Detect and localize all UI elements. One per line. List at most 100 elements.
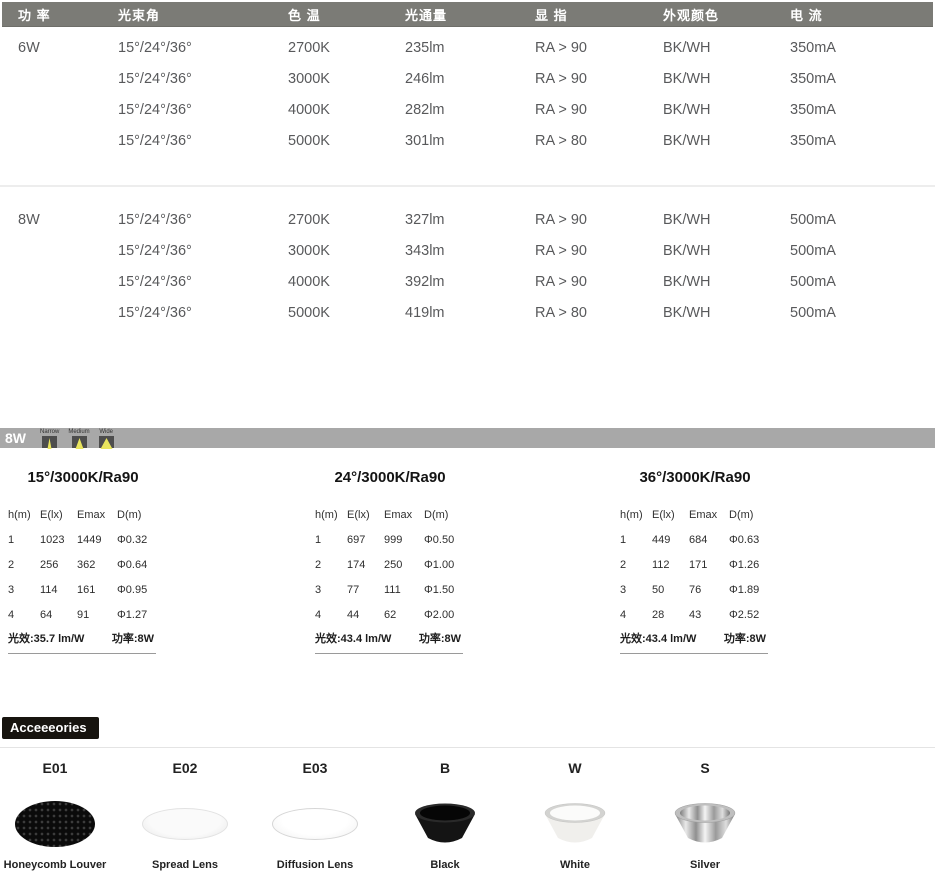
beam-angle-cell: 15°/24°/36° — [118, 70, 192, 87]
finish-cell: BK/WH — [663, 70, 711, 87]
accessory-caption: White — [560, 859, 590, 871]
medium-beam-icon: Medium — [68, 429, 90, 449]
accessory-caption: Silver — [690, 859, 720, 871]
accessory-item-e03: E03 Diffusion Lens — [250, 757, 380, 871]
flux-cell: 246lm — [405, 70, 445, 87]
accessories-divider — [0, 747, 935, 748]
efficacy-value: 光效:43.4 lm/W — [315, 633, 392, 645]
beam-icons: Narrow Medium Wide — [40, 429, 114, 449]
spec-group-8w: 8W 15°/24°/36° 2700K 327lm RA > 90 BK/WH… — [2, 204, 933, 328]
white-reflector-image — [544, 803, 606, 843]
flux-cell: 235lm — [405, 39, 445, 56]
photometry-table-24deg: 24°/3000K/Ra90 h(m) E(lx) Emax D(m) 1 69… — [315, 468, 465, 654]
cri-cell: RA > 90 — [535, 70, 587, 87]
spec-row: 15°/24°/36° 4000K 282lm RA > 90 BK/WH 35… — [2, 94, 933, 125]
power-value: 功率:8W — [723, 633, 766, 645]
cct-cell: 5000K — [288, 304, 330, 321]
finish-cell: BK/WH — [663, 101, 711, 118]
finish-cell: BK/WH — [663, 211, 711, 228]
header-flux: 光通量 — [405, 7, 448, 23]
flux-cell: 419lm — [405, 304, 445, 321]
power-value: 功率:8W — [111, 633, 154, 645]
header-beam-angle: 光束角 — [118, 7, 161, 23]
cct-cell: 4000K — [288, 101, 330, 118]
power-cell: 8W — [18, 211, 40, 228]
cct-cell: 3000K — [288, 70, 330, 87]
beam-angle-cell: 15°/24°/36° — [118, 39, 192, 56]
current-cell: 350mA — [790, 39, 836, 56]
finish-cell: BK/WH — [663, 304, 711, 321]
photometry-table-head: h(m) E(lx) Emax D(m) — [620, 508, 754, 521]
photometry-row: 4 44 62 Φ2.00 — [315, 608, 455, 621]
beam-angle-cell: 15°/24°/36° — [118, 304, 192, 321]
section-divider — [0, 185, 935, 187]
accessory-caption: Spread Lens — [151, 859, 219, 871]
accessory-code: E01 — [42, 760, 68, 776]
accessories-row: E01 Honeycomb Louver E02 Spread Lens E03… — [0, 757, 770, 871]
current-cell: 350mA — [790, 101, 836, 118]
photometry-row: 1 1023 1449 Φ0.32 — [8, 533, 148, 546]
accessory-code: W — [568, 760, 582, 776]
photometry-power-label: 8W — [5, 430, 26, 446]
cri-cell: RA > 90 — [535, 39, 587, 56]
beam-angle-cell: 15°/24°/36° — [118, 273, 192, 290]
header-cct: 色 温 — [288, 7, 321, 23]
spec-row: 6W 15°/24°/36° 2700K 235lm RA > 90 BK/WH… — [2, 32, 933, 63]
accessory-item-b: B Black — [380, 757, 510, 871]
cct-cell: 3000K — [288, 242, 330, 259]
flux-cell: 392lm — [405, 273, 445, 290]
flux-cell: 327lm — [405, 211, 445, 228]
header-current: 电 流 — [790, 7, 823, 23]
cri-cell: RA > 90 — [535, 101, 587, 118]
photometry-table-title: 36°/3000K/Ra90 — [639, 469, 751, 486]
spec-row: 15°/24°/36° 3000K 246lm RA > 90 BK/WH 35… — [2, 63, 933, 94]
spec-row: 15°/24°/36° 3000K 343lm RA > 90 BK/WH 50… — [2, 235, 933, 266]
cct-cell: 2700K — [288, 211, 330, 228]
accessory-item-w: W White — [510, 757, 640, 871]
photometry-table-head: h(m) E(lx) Emax D(m) — [8, 508, 142, 521]
photometry-table-head: h(m) E(lx) Emax D(m) — [315, 508, 449, 521]
cct-cell: 2700K — [288, 39, 330, 56]
accessory-caption: Honeycomb Louver — [3, 859, 107, 871]
photometry-table-title: 15°/3000K/Ra90 — [27, 469, 139, 486]
honeycomb-louver-image — [15, 801, 95, 847]
efficacy-value: 光效:43.4 lm/W — [620, 633, 697, 645]
photometry-row: 3 50 76 Φ1.89 — [620, 583, 760, 596]
header-finish: 外观颜色 — [663, 7, 720, 23]
finish-cell: BK/WH — [663, 273, 711, 290]
spec-group-6w: 6W 15°/24°/36° 2700K 235lm RA > 90 BK/WH… — [2, 32, 933, 156]
accessories-title-badge: Acceeeories — [2, 717, 99, 739]
photometry-row: 4 28 43 Φ2.52 — [620, 608, 760, 621]
flux-cell: 282lm — [405, 101, 445, 118]
header-power: 功 率 — [18, 7, 51, 23]
current-cell: 350mA — [790, 70, 836, 87]
accessory-item-e02: E02 Spread Lens — [120, 757, 250, 871]
current-cell: 500mA — [790, 242, 836, 259]
photometry-row: 1 697 999 Φ0.50 — [315, 533, 455, 546]
photometry-table-footer: 光效:43.4 lm/W 功率:8W — [315, 630, 463, 654]
accessory-caption: Diffusion Lens — [276, 859, 354, 871]
header-cri: 显 指 — [535, 7, 568, 23]
spec-row: 15°/24°/36° 5000K 419lm RA > 80 BK/WH 50… — [2, 297, 933, 328]
wide-beam-icon: Wide — [98, 429, 114, 449]
finish-cell: BK/WH — [663, 242, 711, 259]
accessory-caption: Black — [430, 859, 460, 871]
current-cell: 500mA — [790, 273, 836, 290]
spec-row: 8W 15°/24°/36° 2700K 327lm RA > 90 BK/WH… — [2, 204, 933, 235]
photometry-row: 2 174 250 Φ1.00 — [315, 558, 455, 571]
photometry-table-footer: 光效:43.4 lm/W 功率:8W — [620, 630, 768, 654]
narrow-beam-icon: Narrow — [40, 429, 59, 449]
finish-cell: BK/WH — [663, 39, 711, 56]
photometry-table-36deg: 36°/3000K/Ra90 h(m) E(lx) Emax D(m) 1 44… — [620, 468, 770, 654]
finish-cell: BK/WH — [663, 132, 711, 149]
current-cell: 500mA — [790, 304, 836, 321]
beam-angle-cell: 15°/24°/36° — [118, 101, 192, 118]
cri-cell: RA > 80 — [535, 304, 587, 321]
flux-cell: 343lm — [405, 242, 445, 259]
spec-row: 15°/24°/36° 5000K 301lm RA > 80 BK/WH 35… — [2, 125, 933, 156]
cri-cell: RA > 90 — [535, 242, 587, 259]
current-cell: 350mA — [790, 132, 836, 149]
efficacy-value: 光效:35.7 lm/W — [8, 633, 85, 645]
diffusion-lens-image — [272, 808, 358, 840]
photometry-table-footer: 光效:35.7 lm/W 功率:8W — [8, 630, 156, 654]
